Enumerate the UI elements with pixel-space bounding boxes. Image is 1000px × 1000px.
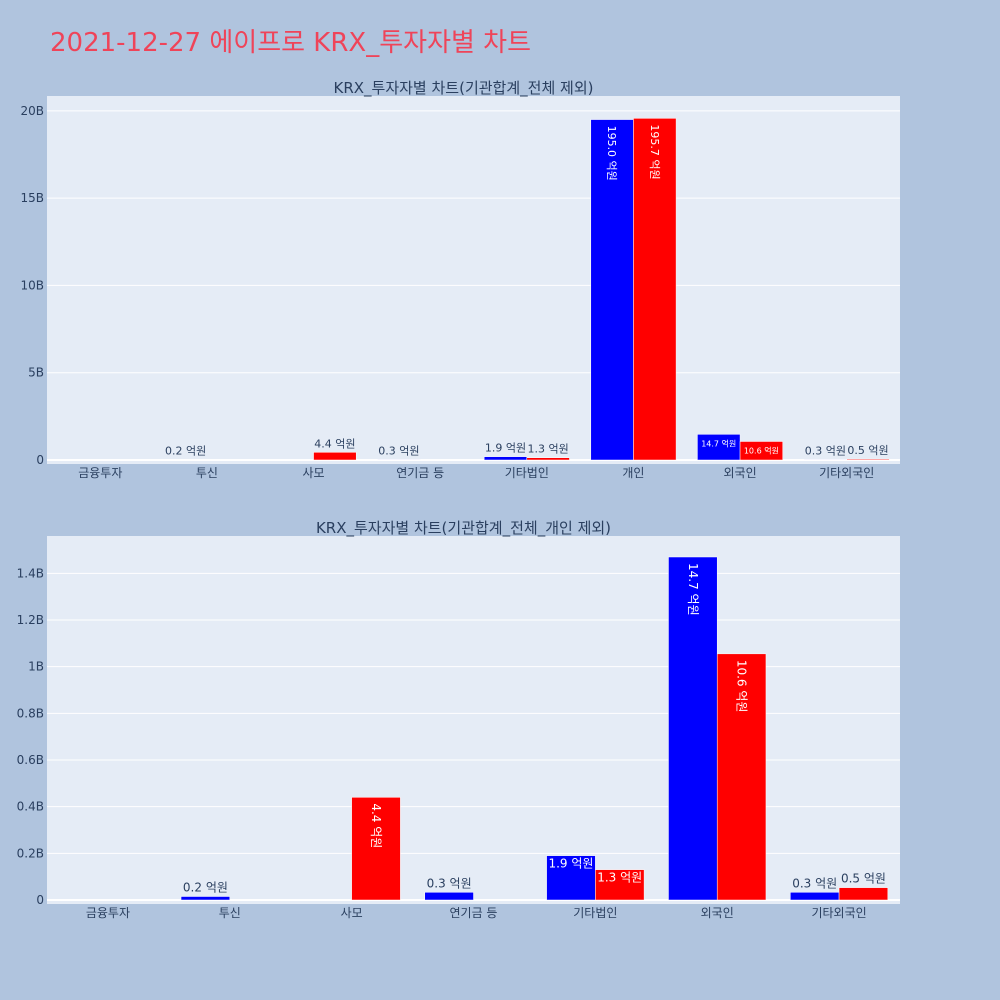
chart-title: KRX_투자자별 차트(기관합계_전체 제외)	[334, 79, 594, 98]
y-tick-label: 0.8B	[17, 706, 44, 720]
chart-2: 0 0.2B 0.4B 0.6B 0.8B 1B 1.2B 1.4B KRX_투자자별 차트(기…	[17, 519, 900, 920]
y-tick-label: 20B	[20, 104, 44, 118]
data-label: 0.2 억원	[183, 881, 228, 895]
x-tick-label: 기타법인	[573, 906, 617, 920]
data-label: 1.9 억원	[548, 857, 593, 871]
bar	[590, 119, 634, 461]
plot-area	[47, 96, 900, 464]
plot-area	[47, 536, 900, 904]
x-tick-label: 연기금 등	[450, 906, 498, 920]
data-label: 1.3 억원	[597, 871, 642, 885]
x-tick-label: 투신	[219, 906, 241, 920]
bar	[546, 855, 596, 901]
bar	[716, 653, 767, 901]
bar	[351, 797, 401, 901]
bar	[313, 452, 357, 461]
y-tick-label: 1.4B	[17, 566, 44, 580]
y-tick-label: 10B	[20, 278, 44, 292]
y-tick-label: 1.2B	[17, 613, 44, 627]
chart-1: 0 5B 10B 15B 20B KRX_투자자별 차트(기관합계_전체 제외) 금융투자 투…	[20, 79, 900, 480]
data-label: 10.6 억원	[744, 445, 779, 455]
bar	[483, 456, 528, 461]
data-label: 0.3 억원	[378, 444, 419, 457]
data-label: 0.3 억원	[805, 444, 846, 457]
bar	[595, 869, 645, 901]
data-label: 14.7 억원	[686, 563, 700, 616]
data-label: 0.5 억원	[847, 444, 888, 457]
x-tick-label: 외국인	[701, 906, 734, 920]
bar	[180, 896, 231, 901]
x-tick-label: 기타외국인	[811, 906, 866, 920]
data-label: 4.4 억원	[314, 437, 355, 450]
x-tick-label: 금융투자	[78, 466, 122, 480]
bar	[846, 458, 890, 461]
data-label: 1.9 억원	[485, 442, 526, 455]
x-tick-label: 사모	[303, 466, 325, 480]
page-title: 2021-12-27 에이프로 KRX_투자자별 차트	[50, 28, 532, 58]
y-tick-label: 0.2B	[17, 846, 44, 860]
x-tick-label: 외국인	[724, 466, 757, 480]
bar	[424, 892, 474, 901]
x-tick-label: 연기금 등	[396, 466, 444, 480]
x-tick-label: 투신	[196, 466, 218, 480]
x-tick-label: 개인	[622, 466, 644, 480]
data-label: 10.6 억원	[735, 660, 749, 713]
y-tick-label: 15B	[20, 191, 44, 205]
bar	[803, 459, 847, 461]
data-label: 0.5 억원	[841, 872, 886, 886]
x-tick-label: 기타법인	[505, 466, 549, 480]
bar	[526, 457, 570, 461]
x-tick-label: 금융투자	[86, 906, 130, 920]
data-label: 195.7 억원	[648, 124, 661, 179]
bar	[377, 459, 421, 461]
data-label: 4.4 억원	[369, 803, 383, 848]
data-label: 0.3 억원	[792, 876, 837, 890]
bar	[739, 441, 783, 461]
bar	[668, 556, 718, 901]
y-tick-label: 0.6B	[17, 753, 44, 767]
bar	[633, 118, 677, 461]
bar	[790, 892, 840, 901]
data-label: 0.2 억원	[165, 445, 206, 458]
y-tick-label: 1B	[28, 660, 44, 674]
bar	[838, 887, 889, 901]
y-tick-label: 0	[36, 893, 44, 907]
y-tick-label: 0	[36, 453, 44, 467]
data-label: 14.7 억원	[701, 438, 736, 448]
y-tick-label: 5B	[28, 366, 44, 380]
x-tick-label: 사모	[341, 906, 363, 920]
chart-title: KRX_투자자별 차트(기관합계_전체_개인 제외)	[316, 519, 611, 538]
data-label: 1.3 억원	[528, 443, 569, 456]
y-tick-label: 0.4B	[17, 800, 44, 814]
data-label: 0.3 억원	[427, 876, 472, 890]
x-tick-label: 기타외국인	[819, 466, 874, 480]
data-label: 195.0 억원	[605, 126, 618, 181]
